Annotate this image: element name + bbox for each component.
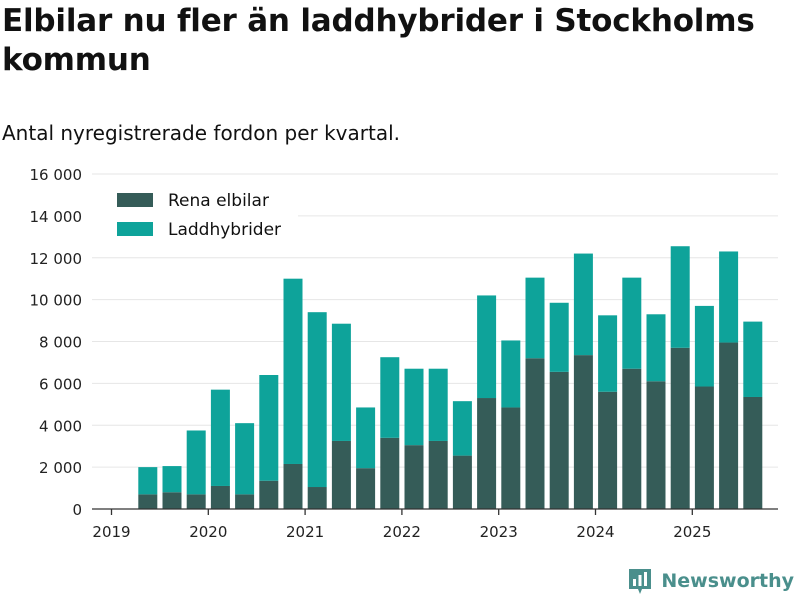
bar-hybrid — [452, 401, 472, 456]
bar-hybrid — [428, 368, 448, 441]
chart-title: Elbilar nu fler än laddhybrider i Stockh… — [2, 3, 755, 78]
y-tick-label: 12 000 — [30, 250, 83, 268]
stacked-bar-chart: 0 2 000 4 000 6 000 8 000 10 000 12 000 14 000 1… — [30, 166, 778, 541]
bar-electric — [428, 440, 448, 509]
bar-hybrid — [646, 314, 666, 382]
brand-name: Newsworthy — [661, 570, 794, 592]
bar-hybrid — [598, 315, 618, 392]
bar-electric — [694, 386, 714, 509]
bar-electric — [646, 381, 666, 509]
y-tick-label: 16 000 — [30, 166, 83, 184]
bar-electric — [743, 396, 763, 509]
y-tick-label: 14 000 — [30, 208, 83, 226]
bar-hybrid — [186, 430, 206, 495]
bar-electric — [477, 398, 497, 509]
y-tick-label: 2 000 — [39, 459, 82, 477]
legend-label-electric: Rena elbilar — [168, 191, 269, 211]
brand-logo[interactable]: Newsworthy — [627, 566, 794, 596]
bar-hybrid — [259, 375, 279, 481]
bar-hybrid — [477, 295, 497, 399]
bar-hybrid — [549, 302, 569, 372]
x-tick-label: 2022 — [383, 523, 421, 541]
bar-electric — [670, 347, 690, 509]
bar-electric — [598, 391, 618, 509]
bar-electric — [573, 355, 593, 509]
x-tick-label: 2024 — [576, 523, 614, 541]
bar-hybrid — [525, 277, 545, 359]
bar-electric — [138, 494, 158, 509]
newsworthy-icon — [629, 569, 652, 594]
bar-electric — [259, 480, 279, 509]
bar-electric — [622, 368, 642, 509]
bar-electric — [186, 494, 206, 509]
x-tick-label: 2025 — [673, 523, 711, 541]
y-tick-label: 10 000 — [30, 292, 83, 310]
bar-hybrid — [743, 321, 763, 397]
bar-electric — [404, 445, 424, 509]
x-tick-label: 2019 — [92, 523, 130, 541]
bar-electric — [525, 358, 545, 509]
legend-swatch-hybrid — [117, 222, 153, 236]
bar-electric — [283, 463, 303, 509]
bar-hybrid — [235, 423, 255, 495]
bar-electric — [549, 371, 569, 509]
bar-electric — [307, 487, 327, 509]
bar-hybrid — [670, 246, 690, 348]
y-axis-ticks: 0 2 000 4 000 6 000 8 000 10 000 12 000 14 000 1… — [30, 166, 83, 519]
legend-swatch-electric — [117, 193, 153, 207]
bar-hybrid — [404, 368, 424, 446]
bar-electric — [331, 440, 351, 509]
bar-electric — [235, 494, 255, 509]
y-tick-label: 6 000 — [39, 375, 82, 393]
bar-electric — [501, 407, 521, 509]
bars — [138, 246, 763, 509]
bar-electric — [719, 342, 739, 509]
bar-hybrid — [380, 357, 400, 438]
bar-hybrid — [162, 466, 182, 493]
y-tick-label: 0 — [72, 501, 82, 519]
bar-hybrid — [573, 253, 593, 356]
bar-hybrid — [501, 340, 521, 408]
bar-hybrid — [210, 389, 230, 486]
bar-electric — [356, 468, 376, 509]
bar-electric — [452, 455, 472, 509]
x-tick-label: 2021 — [286, 523, 324, 541]
x-tick-label: 2020 — [189, 523, 227, 541]
bar-electric — [210, 485, 230, 509]
x-tick-label: 2023 — [480, 523, 518, 541]
bar-electric — [380, 437, 400, 509]
bar-hybrid — [331, 323, 351, 441]
legend: Rena elbilar Laddhybrider — [88, 182, 298, 248]
bar-hybrid — [138, 467, 158, 495]
bar-hybrid — [356, 407, 376, 469]
bar-hybrid — [719, 251, 739, 343]
x-axis: 2019 2020 2021 2022 2023 2024 2025 — [92, 508, 778, 541]
y-tick-label: 8 000 — [39, 334, 82, 352]
bar-electric — [162, 492, 182, 509]
bar-hybrid — [694, 305, 714, 387]
bar-hybrid — [283, 278, 303, 464]
chart-subtitle: Antal nyregistrerade fordon per kvartal. — [2, 121, 401, 145]
bar-hybrid — [307, 312, 327, 488]
bar-hybrid — [622, 277, 642, 369]
legend-label-hybrid: Laddhybrider — [168, 220, 281, 240]
y-tick-label: 4 000 — [39, 417, 82, 435]
